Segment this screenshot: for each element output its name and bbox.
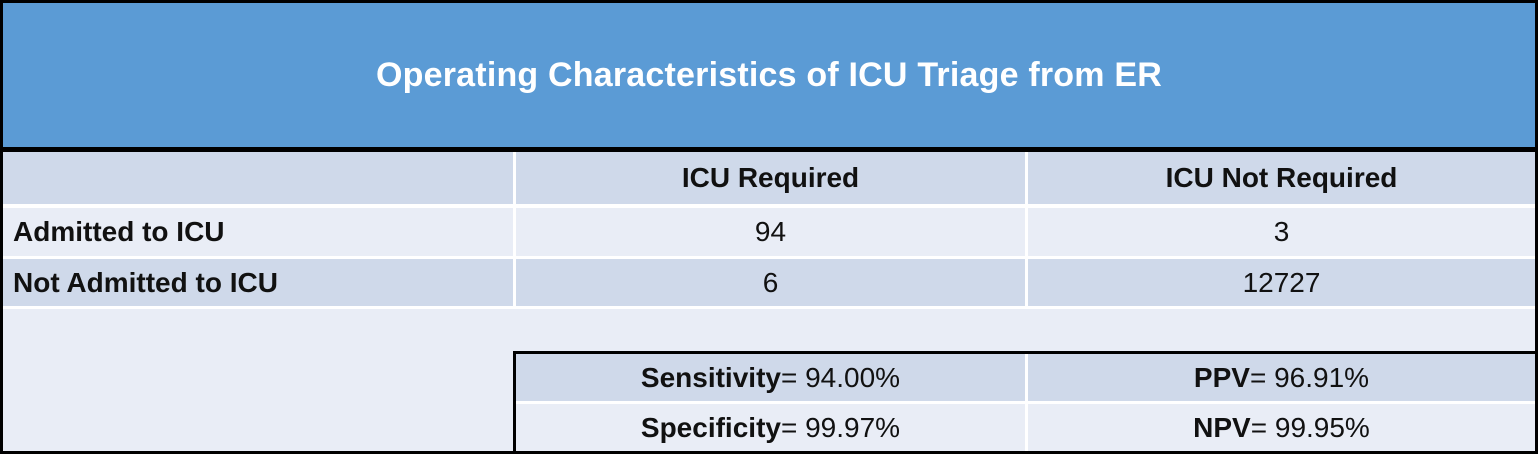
stat-value: = 99.95% (1250, 411, 1370, 443)
stat-specificity: Specificity = 99.97% (516, 404, 1025, 451)
stat-label: PPV (1193, 361, 1250, 393)
stat-label: Sensitivity (640, 361, 781, 393)
stat-sensitivity: Sensitivity = 94.00% (516, 354, 1025, 401)
stat-label: Specificity (640, 411, 781, 443)
banner-divider (3, 147, 1535, 152)
row-divider (3, 256, 1535, 259)
corner-cell (3, 152, 513, 204)
column-header-icu-required: ICU Required (516, 152, 1025, 204)
cell-admitted-not-required: 3 (1028, 208, 1535, 256)
row-divider (3, 306, 1535, 309)
cell-admitted-required: 94 (516, 208, 1025, 256)
stat-label: NPV (1193, 411, 1251, 443)
page-title: Operating Characteristics of ICU Triage … (376, 55, 1162, 94)
row-label-not-admitted: Not Admitted to ICU (3, 259, 513, 306)
stat-npv: NPV = 99.95% (1028, 404, 1535, 451)
table-row: Not Admitted to ICU 6 12727 (3, 259, 1535, 306)
title-banner: Operating Characteristics of ICU Triage … (3, 3, 1535, 147)
column-header-icu-not-required: ICU Not Required (1028, 152, 1535, 204)
cell-not-admitted-not-required: 12727 (1028, 259, 1535, 306)
matrix-header-row: ICU Required ICU Not Required (3, 152, 1535, 204)
cell-not-admitted-required: 6 (516, 259, 1025, 306)
statistics-box: Sensitivity = 94.00% PPV = 96.91% Specif… (513, 351, 1535, 451)
row-divider (3, 204, 1535, 208)
stat-value: = 96.91% (1249, 361, 1370, 393)
row-label-admitted: Admitted to ICU (3, 208, 513, 256)
stat-value: = 94.00% (780, 361, 901, 393)
stat-ppv: PPV = 96.91% (1028, 354, 1535, 401)
bottom-section: Sensitivity = 94.00% PPV = 96.91% Specif… (3, 309, 1535, 451)
table-row: Admitted to ICU 94 3 (3, 208, 1535, 256)
stat-value: = 99.97% (780, 411, 901, 443)
